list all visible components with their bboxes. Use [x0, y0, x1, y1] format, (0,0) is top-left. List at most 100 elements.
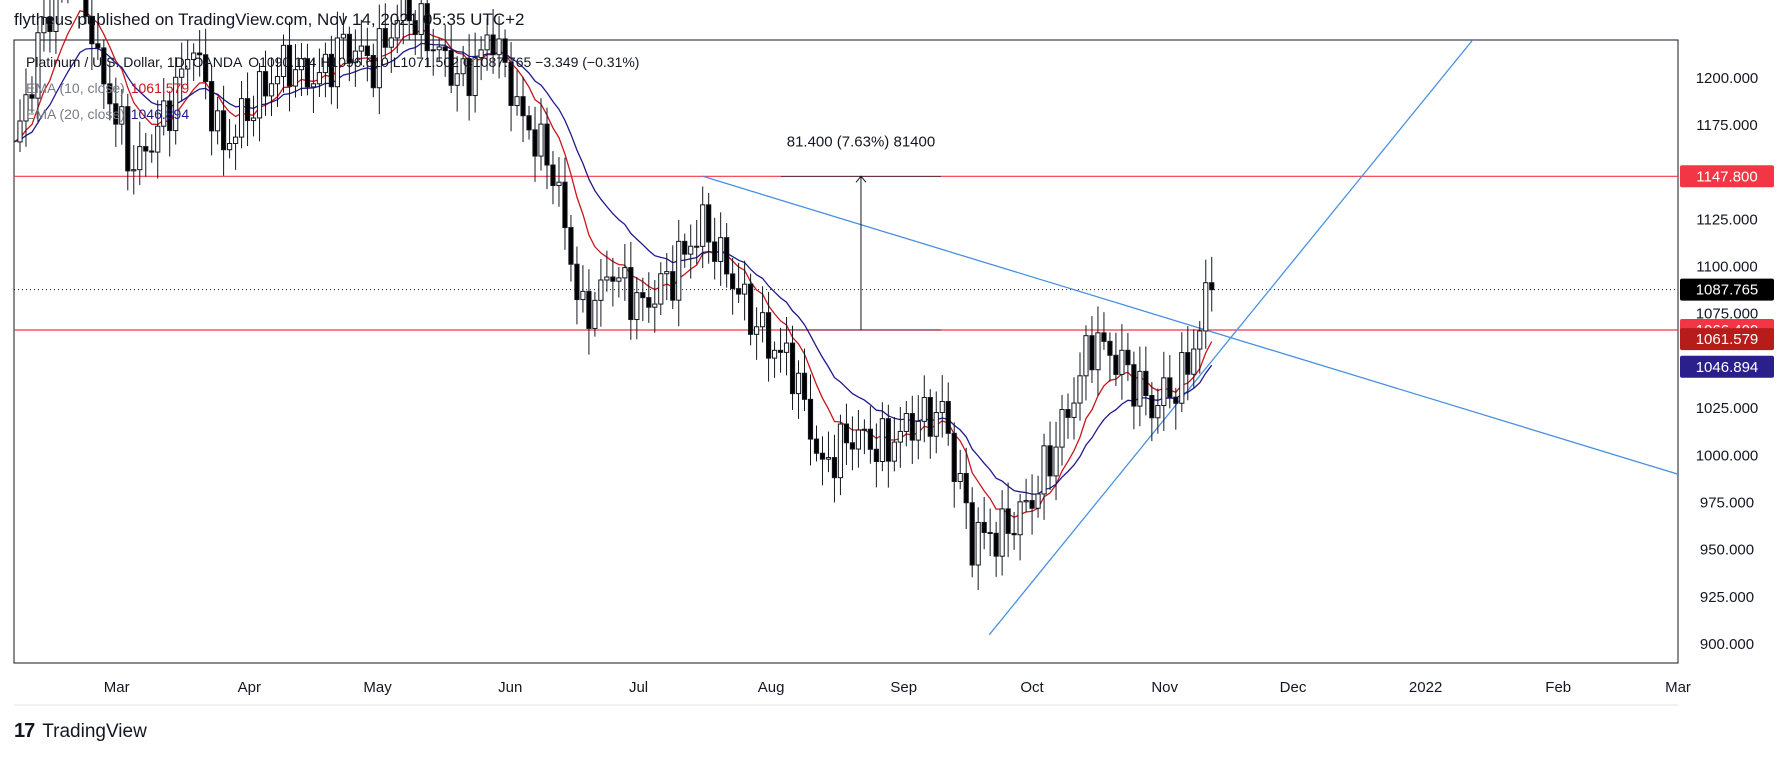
- candle-body: [502, 38, 508, 63]
- x-tick-label: Mar: [104, 679, 130, 696]
- candle-body: [789, 342, 796, 395]
- candle-body: [945, 401, 951, 434]
- measure-tool[interactable]: 81.400 (7.63%) 81400: [780, 133, 941, 331]
- candle-body: [598, 279, 604, 301]
- candle-body: [232, 136, 239, 144]
- price-label-box[interactable]: [1680, 165, 1774, 188]
- price-axis[interactable]: 900.000 925.000 950.000 975.000 1000.000 1025…: [1680, 70, 1774, 653]
- legend-ema20-label[interactable]: EMA (20, close): [26, 106, 125, 122]
- candle-body: [388, 37, 394, 48]
- price-label-text: 1046.894: [1696, 359, 1759, 376]
- legend-ema10-label[interactable]: EMA (10, close): [26, 80, 125, 96]
- candle-body: [167, 100, 173, 132]
- candle-body: [759, 312, 766, 328]
- x-tick-label: Feb: [1545, 679, 1571, 696]
- candle-body: [406, 0, 412, 22]
- candle-body: [191, 52, 197, 61]
- candle-body: [813, 438, 820, 454]
- trendlines[interactable]: [702, 40, 1678, 636]
- candle-body: [520, 96, 526, 117]
- candle-body: [221, 110, 227, 151]
- candle-body: [119, 106, 125, 125]
- trendline[interactable]: [988, 40, 1474, 636]
- legend-ema10-row[interactable]: EMA (10, close) 1061.579: [26, 80, 191, 96]
- candle-body: [771, 349, 778, 359]
- candle-body: [1197, 330, 1203, 350]
- candle-body: [670, 271, 676, 301]
- y-tick-label: 900.000: [1700, 636, 1754, 653]
- candle-body: [376, 28, 382, 89]
- candle-body: [41, 16, 47, 34]
- candle-body: [179, 68, 185, 78]
- candle-body: [544, 123, 550, 166]
- candle-body: [1065, 409, 1071, 418]
- candle-body: [1113, 354, 1119, 375]
- candle-body: [47, 16, 53, 33]
- candle-body: [244, 98, 251, 122]
- price-label-box[interactable]: [1680, 278, 1774, 301]
- trendline[interactable]: [702, 175, 1678, 475]
- y-tick-label: 925.000: [1700, 589, 1754, 606]
- candle-body: [328, 53, 334, 88]
- legend-ema20-row[interactable]: EMA (20, close) 1046.894: [26, 106, 191, 122]
- candle-body: [664, 271, 670, 275]
- y-tick-label: 950.000: [1700, 542, 1754, 559]
- chart-frame: [13, 39, 1679, 706]
- time-axis[interactable]: Mar Apr May Jun Jul Aug Sep Oct Nov Dec 2022 Feb Mar: [104, 0, 1791, 705]
- candle-body: [616, 277, 622, 282]
- candle-body: [1095, 332, 1101, 371]
- candle-body: [1029, 500, 1035, 509]
- candle-body: [23, 94, 29, 122]
- candle-body: [987, 531, 993, 534]
- candle-body: [1137, 370, 1143, 407]
- candle-body: [316, 72, 323, 85]
- candle-body: [442, 46, 448, 52]
- candle-body: [712, 241, 718, 262]
- candle-body: [430, 49, 436, 52]
- price-label-box[interactable]: [1680, 355, 1774, 378]
- legend-symbol-row[interactable]: Platinum / U.S. Dollar, 1D, OANDA O1090.…: [26, 54, 641, 70]
- legend-symbol[interactable]: Platinum / U.S. Dollar, 1D, OANDA: [26, 54, 243, 70]
- candle-body: [95, 43, 101, 49]
- candle-body: [915, 420, 921, 441]
- candle-body: [484, 34, 490, 51]
- candle-body: [724, 237, 730, 275]
- candle-body: [927, 397, 933, 437]
- candle-body: [17, 120, 23, 143]
- candle-body: [765, 312, 772, 359]
- candle-body: [143, 146, 149, 152]
- x-tick-label: Oct: [1020, 679, 1044, 696]
- y-tick-label: 975.000: [1700, 495, 1754, 512]
- x-tick-label: Nov: [1151, 679, 1178, 696]
- candle-body: [1119, 349, 1125, 375]
- candle-body: [694, 245, 700, 248]
- candle-body: [885, 418, 891, 462]
- candle-body: [736, 288, 742, 295]
- price-label-box[interactable]: [1680, 328, 1774, 351]
- candle-body: [1035, 493, 1041, 509]
- horizontal-lines[interactable]: [14, 175, 1678, 331]
- y-tick-label: 1075.000: [1696, 306, 1759, 323]
- candle-body: [490, 34, 496, 56]
- candle-body: [209, 81, 215, 132]
- x-tick-label: Apr: [238, 679, 261, 696]
- candle-body: [837, 423, 844, 479]
- candle-body: [250, 117, 257, 122]
- candle-body: [1053, 446, 1059, 477]
- candle-body: [754, 326, 760, 335]
- tradingview-brand: TradingView: [42, 720, 147, 742]
- candle-body: [412, 20, 418, 35]
- candle-body: [1191, 348, 1197, 375]
- candle-body: [340, 33, 346, 39]
- candle-body: [676, 240, 682, 301]
- candle-body: [646, 297, 652, 308]
- candle-body: [861, 428, 867, 431]
- candle-body: [1005, 508, 1011, 534]
- x-tick-label: 2022: [1409, 679, 1442, 696]
- candle-body: [891, 441, 897, 462]
- candle-body: [155, 125, 161, 153]
- candle-body: [310, 83, 317, 88]
- candle-body: [203, 54, 209, 83]
- candle-body: [622, 267, 628, 279]
